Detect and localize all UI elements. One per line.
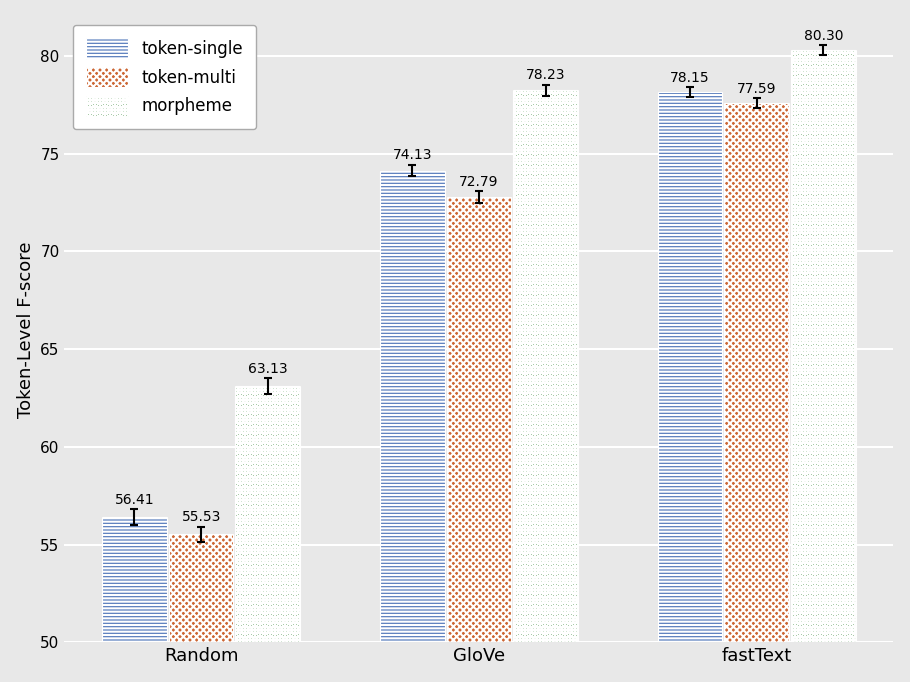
Y-axis label: Token-Level F-score: Token-Level F-score [16,241,35,418]
Text: 72.79: 72.79 [460,175,499,188]
Bar [658,92,723,682]
Text: 56.41: 56.41 [115,493,155,507]
Text: 78.23: 78.23 [526,68,565,82]
Bar [791,50,855,682]
Bar [447,197,511,682]
Bar [102,517,167,682]
Bar [724,103,789,682]
Bar [513,91,578,682]
Text: 63.13: 63.13 [248,361,288,376]
Text: 77.59: 77.59 [737,82,776,95]
Bar [379,170,445,682]
Legend: token-single, token-multi, morpheme: token-single, token-multi, morpheme [73,25,256,130]
Text: 78.15: 78.15 [670,71,710,85]
Text: 74.13: 74.13 [392,149,432,162]
Text: 55.53: 55.53 [181,510,221,524]
Bar [236,386,300,682]
Text: 80.30: 80.30 [804,29,843,43]
Bar [168,534,234,682]
